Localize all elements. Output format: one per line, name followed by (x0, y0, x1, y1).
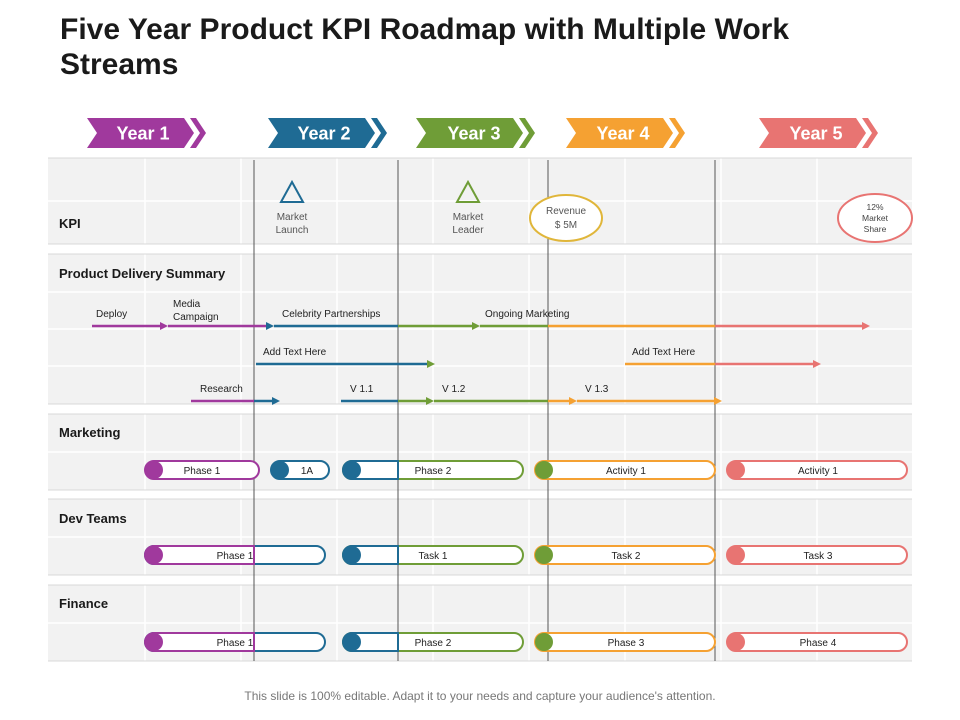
market-launch-line1: Market (277, 212, 308, 223)
marketing-pill-phase-2: Phase 2 (342, 460, 524, 480)
pill-label: Phase 1 (217, 638, 254, 649)
pill-label: Phase 4 (800, 638, 837, 649)
revenue-line1: Revenue (546, 206, 586, 217)
finance-pills: Phase 1 Phase 2 Phase 3 Phase 4 (144, 632, 908, 652)
year-5-chevron: Year 5 (759, 118, 878, 148)
delivery-arrows (92, 322, 870, 405)
page-title: Five Year Product KPI Roadmap with Multi… (60, 13, 790, 81)
dev-teams-label: Dev Teams (59, 511, 127, 526)
dev-pill-task-1: Task 1 (342, 545, 524, 565)
year-4-label: Year 4 (596, 124, 649, 144)
v12-label: V 1.2 (442, 384, 466, 395)
triangle-icon (279, 179, 305, 203)
marketing-pill-activity-1-year5: Activity 1 (726, 460, 908, 480)
revenue-line2: $ 5M (555, 220, 577, 231)
pill-label: Task 3 (804, 551, 833, 562)
market-share-line1: 12% (866, 202, 883, 212)
year-4-chevron: Year 4 (566, 118, 685, 148)
research-label: Research (200, 384, 243, 395)
v13-label: V 1.3 (585, 384, 609, 395)
add-text-label-2: Add Text Here (632, 347, 696, 358)
pill-label: Phase 2 (415, 638, 452, 649)
media-campaign-line2: Campaign (173, 312, 219, 323)
pill-label: Phase 3 (608, 638, 645, 649)
year-chevrons: Year 1 Year 2 Year 3 Year 4 Year 5 (87, 118, 878, 148)
pill-label: Phase 1 (184, 466, 221, 477)
market-leader-line1: Market (453, 212, 484, 223)
deploy-label: Deploy (96, 309, 127, 320)
ongoing-label: Ongoing Marketing (485, 309, 570, 320)
revenue-milestone (529, 194, 603, 242)
marketing-label: Marketing (59, 425, 120, 440)
year-3-chevron: Year 3 (416, 118, 535, 148)
year-1-chevron: Year 1 (87, 118, 206, 148)
dev-pill-task-2: Task 2 (534, 545, 716, 565)
marketing-pills: Phase 1 1A Phase 2 Activity 1 Activity 1 (144, 460, 908, 480)
pill-label: Phase 2 (415, 466, 452, 477)
year-2-label: Year 2 (297, 124, 350, 144)
market-leader-line2: Leader (452, 225, 484, 236)
marketing-pill-activity-1-year4: Activity 1 (534, 460, 716, 480)
pill-label: 1A (301, 466, 314, 477)
kpi-milestones: Market Launch Market Leader Revenue $ 5M… (276, 179, 913, 243)
pill-label: Activity 1 (606, 466, 646, 477)
dev-pill-phase-1: Phase 1 (144, 545, 326, 565)
pill-label: Task 2 (612, 551, 641, 562)
finance-label: Finance (59, 596, 108, 611)
marketing-pill-phase-1: Phase 1 (144, 460, 260, 480)
year-dividers (253, 160, 716, 661)
year-1-label: Year 1 (116, 124, 169, 144)
year-5-label: Year 5 (789, 124, 842, 144)
pill-label: Phase 1 (217, 551, 254, 562)
dev-pill-task-3: Task 3 (726, 545, 908, 565)
finance-pill-phase-3: Phase 3 (534, 632, 716, 652)
marketing-pill-1a: 1A (270, 460, 330, 480)
market-share-line3: Share (864, 224, 887, 234)
market-launch-line2: Launch (276, 225, 309, 236)
footer-note: This slide is 100% editable. Adapt it to… (244, 689, 716, 703)
market-share-line2: Market (862, 213, 889, 223)
year-2-chevron: Year 2 (268, 118, 387, 148)
pill-label: Task 1 (419, 551, 448, 562)
add-text-label-1: Add Text Here (263, 347, 327, 358)
market-share-milestone (837, 193, 913, 243)
media-campaign-line1: Media (173, 299, 201, 310)
kpi-label: KPI (59, 216, 81, 231)
finance-pill-phase-2: Phase 2 (342, 632, 524, 652)
product-delivery-label: Product Delivery Summary (59, 266, 226, 281)
finance-pill-phase-4: Phase 4 (726, 632, 908, 652)
pill-label: Activity 1 (798, 466, 838, 477)
dev-team-pills: Phase 1 Task 1 Task 2 Task 3 (144, 545, 908, 565)
v11-label: V 1.1 (350, 384, 374, 395)
celebrity-label: Celebrity Partnerships (282, 309, 380, 320)
triangle-icon (455, 179, 481, 203)
year-3-label: Year 3 (447, 124, 500, 144)
finance-pill-phase-1: Phase 1 (144, 632, 326, 652)
